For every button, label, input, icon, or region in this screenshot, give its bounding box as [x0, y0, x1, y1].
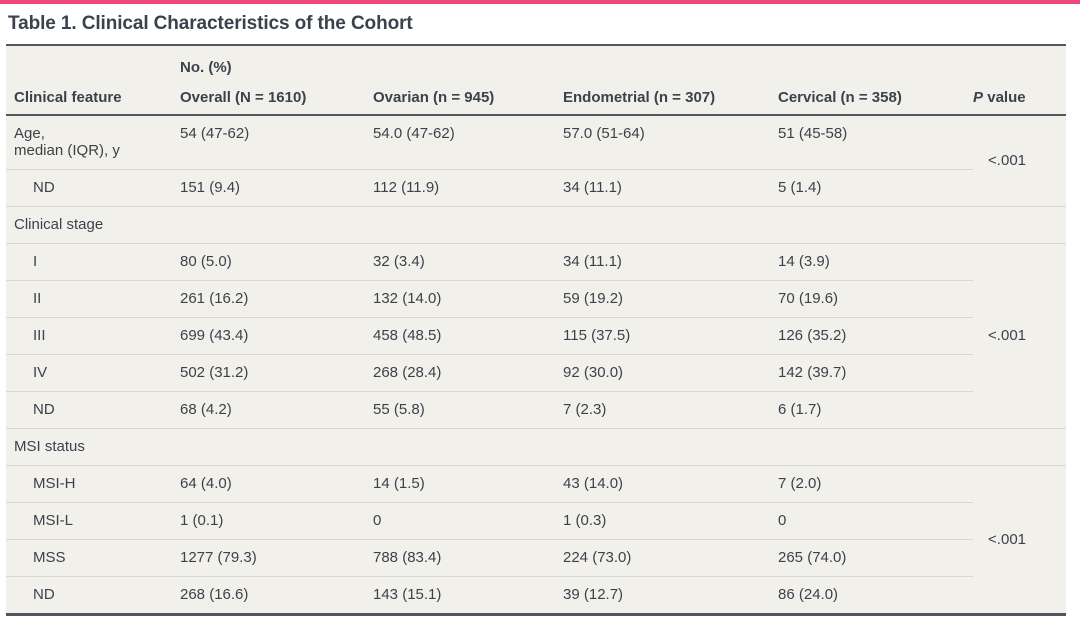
cell-value: 142 (39.7) — [778, 354, 974, 392]
cell-value: 68 (4.2) — [180, 391, 373, 429]
cell-value: 699 (43.4) — [180, 317, 373, 355]
column-header-cervical-n-358: Cervical (n = 358) — [778, 82, 974, 116]
row-label: II — [6, 280, 180, 318]
section-header-label: MSI status — [6, 428, 1066, 466]
table-body: Age, median (IQR), y 54 (47-62) 54.0 (47-6… — [6, 114, 1066, 615]
accent-top-bar — [0, 0, 1080, 4]
column-header-endometrial-n-307: Endometrial (n = 307) — [563, 82, 778, 116]
column-header-p-value: P value — [973, 82, 1066, 116]
table-wrap: No. (%) Clinical feature Overall (N = 161… — [6, 44, 1066, 616]
group-header-no-pct: No. (%) — [180, 59, 232, 76]
cell-value: 43 (14.0) — [563, 465, 778, 503]
group-header-spacer-p — [973, 46, 1066, 82]
cell-value: 788 (83.4) — [373, 539, 563, 577]
row-label: I — [6, 243, 180, 281]
section-header-row-msi-status: MSI status — [6, 428, 1066, 466]
cell-value: 32 (3.4) — [373, 243, 563, 281]
row-label: III — [6, 317, 180, 355]
cell-value: 7 (2.3) — [563, 391, 778, 429]
p-value: <.001 — [973, 243, 1066, 429]
column-header-ovarian-n-945: Ovarian (n = 945) — [373, 82, 563, 116]
title-rule — [6, 44, 1066, 46]
table-row-msi-l: MSI-L 1 (0.1) 0 1 (0.3) 0 — [6, 502, 1066, 540]
cell-value: 54 (47-62) — [180, 114, 373, 170]
table-title: Table 1. Clinical Characteristics of the… — [8, 13, 413, 34]
cell-value: 92 (30.0) — [563, 354, 778, 392]
table-row-mss: MSS 1277 (79.3) 788 (83.4) 224 (73.0) 265 (7… — [6, 539, 1066, 577]
row-label: ND — [6, 169, 180, 207]
cell-value: 64 (4.0) — [180, 465, 373, 503]
cell-value: 0 — [778, 502, 974, 540]
table-row-iv: IV 502 (31.2) 268 (28.4) 92 (30.0) 142 (39.7… — [6, 354, 1066, 392]
cell-value: 39 (12.7) — [563, 576, 778, 615]
cell-value: 5 (1.4) — [778, 169, 974, 207]
table-row-i: I 80 (5.0) 32 (3.4) 34 (11.1) 14 (3.9) <.001 — [6, 243, 1066, 429]
clinical-characteristics-table: No. (%) Clinical feature Overall (N = 161… — [6, 46, 1066, 616]
cell-value: 34 (11.1) — [563, 169, 778, 207]
column-header-row: Clinical feature Overall (N = 1610) Ovaria… — [6, 82, 1066, 116]
cell-value: 132 (14.0) — [373, 280, 563, 318]
column-header-clinical-feature: Clinical feature — [6, 82, 180, 116]
cell-value: 115 (37.5) — [563, 317, 778, 355]
cell-value: 7 (2.0) — [778, 465, 974, 503]
cell-value: 14 (3.9) — [778, 243, 974, 281]
cell-value: 151 (9.4) — [180, 169, 373, 207]
cell-value: 261 (16.2) — [180, 280, 373, 318]
cell-value: 268 (16.6) — [180, 576, 373, 615]
table-row-nd: ND 268 (16.6) 143 (15.1) 39 (12.7) 86 (24.0) — [6, 576, 1066, 615]
cell-value: 59 (19.2) — [563, 280, 778, 318]
cell-value: 502 (31.2) — [180, 354, 373, 392]
row-label: MSI-H — [6, 465, 180, 503]
cell-value: 54.0 (47-62) — [373, 114, 563, 170]
cell-value: 1 (0.3) — [563, 502, 778, 540]
row-label: MSI-L — [6, 502, 180, 540]
table-head: No. (%) Clinical feature Overall (N = 161… — [6, 46, 1066, 116]
table-row-ii: II 261 (16.2) 132 (14.0) 59 (19.2) 70 (19.6) — [6, 280, 1066, 318]
cell-value: 126 (35.2) — [778, 317, 974, 355]
cell-value: 86 (24.0) — [778, 576, 974, 615]
cell-value: 57.0 (51-64) — [563, 114, 778, 170]
cell-value: 70 (19.6) — [778, 280, 974, 318]
cell-value: 224 (73.0) — [563, 539, 778, 577]
table-row-iii: III 699 (43.4) 458 (48.5) 115 (37.5) 126 (35… — [6, 317, 1066, 355]
table-row-age-median-iqr-y: Age, median (IQR), y 54 (47-62) 54.0 (47-6… — [6, 114, 1066, 207]
section-header-row-clinical-stage: Clinical stage — [6, 206, 1066, 244]
p-value: <.001 — [973, 465, 1066, 615]
cell-value: 268 (28.4) — [373, 354, 563, 392]
cell-value: 51 (45-58) — [778, 114, 974, 170]
group-header-row: No. (%) — [6, 46, 1066, 82]
cell-value: 80 (5.0) — [180, 243, 373, 281]
cell-value: 143 (15.1) — [373, 576, 563, 615]
p-value: <.001 — [973, 114, 1066, 207]
row-label: ND — [6, 391, 180, 429]
cell-value: 34 (11.1) — [563, 243, 778, 281]
row-label: IV — [6, 354, 180, 392]
cell-value: 6 (1.7) — [778, 391, 974, 429]
row-label: Age, median (IQR), y — [6, 114, 180, 170]
table-row-nd: ND 151 (9.4) 112 (11.9) 34 (11.1) 5 (1.4) — [6, 169, 1066, 207]
table-row-nd: ND 68 (4.2) 55 (5.8) 7 (2.3) 6 (1.7) — [6, 391, 1066, 429]
cell-value: 55 (5.8) — [373, 391, 563, 429]
row-label: ND — [6, 576, 180, 615]
group-header-spacer — [6, 46, 180, 82]
cell-value: 1 (0.1) — [180, 502, 373, 540]
section-header-label: Clinical stage — [6, 206, 1066, 244]
column-header-overall-n-1610: Overall (N = 1610) — [180, 82, 373, 116]
cell-value: 0 — [373, 502, 563, 540]
cell-value: 1277 (79.3) — [180, 539, 373, 577]
cell-value: 265 (74.0) — [778, 539, 974, 577]
cell-value: 112 (11.9) — [373, 169, 563, 207]
row-label: MSS — [6, 539, 180, 577]
table-row-msi-h: MSI-H 64 (4.0) 14 (1.5) 43 (14.0) 7 (2.0) <.0… — [6, 465, 1066, 615]
cell-value: 458 (48.5) — [373, 317, 563, 355]
cell-value: 14 (1.5) — [373, 465, 563, 503]
